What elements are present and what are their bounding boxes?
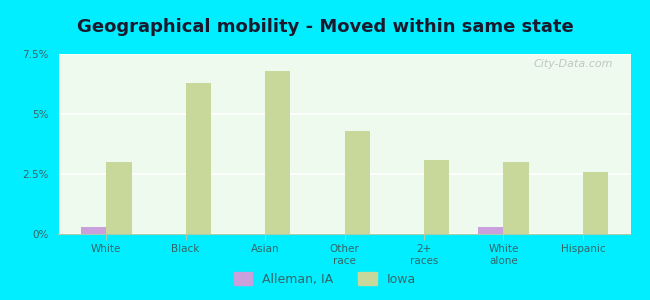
Bar <box>106 162 131 234</box>
Bar <box>478 227 503 234</box>
Bar <box>81 227 106 234</box>
Text: Geographical mobility - Moved within same state: Geographical mobility - Moved within sam… <box>77 18 573 36</box>
Bar <box>424 160 449 234</box>
Text: City-Data.com: City-Data.com <box>534 59 614 69</box>
Bar <box>186 83 211 234</box>
Bar <box>265 71 291 234</box>
Bar <box>344 131 370 234</box>
Legend: Alleman, IA, Iowa: Alleman, IA, Iowa <box>229 267 421 291</box>
Bar <box>503 162 529 234</box>
Bar <box>583 172 608 234</box>
